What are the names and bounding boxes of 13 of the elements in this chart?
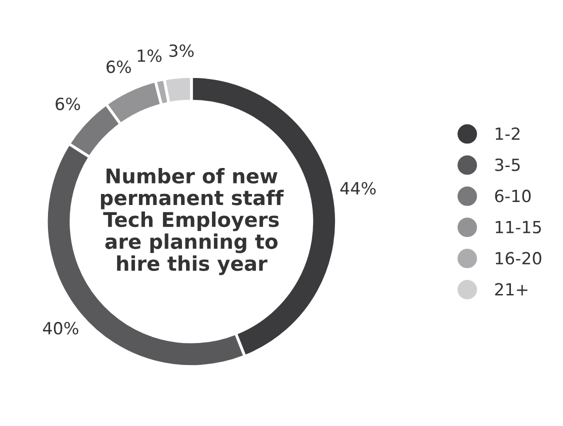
text: Number of new permanent staff Tech Employers are planning to hire this year	[100, 168, 284, 276]
legend-label: 11-15	[496, 221, 541, 234]
data-label: 3%	[169, 44, 194, 57]
legend-label: 21+	[495, 283, 528, 296]
data-label: 40%	[42, 322, 78, 335]
data-label: 6%	[56, 98, 80, 110]
data-label: 1%	[138, 49, 162, 62]
legend-label: 6-10	[495, 190, 531, 202]
legend-label: 3-5	[495, 158, 520, 172]
legend-label: 1-2	[496, 127, 520, 140]
data-label: 6%	[106, 60, 131, 74]
legend-label: 16-20	[496, 252, 542, 265]
data-label: 44%	[340, 182, 376, 195]
